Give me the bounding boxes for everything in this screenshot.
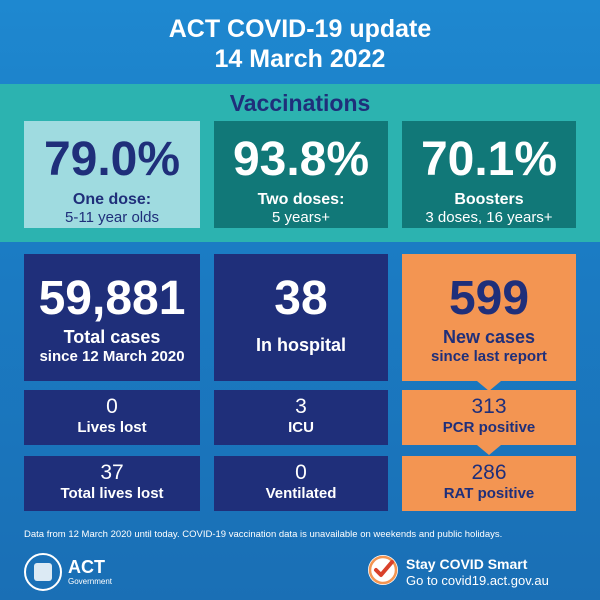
one-dose-label: One dose: [72, 191, 152, 208]
campaign-title: Stay COVID Smart [406, 556, 528, 572]
rat-positive-label: RAT positive [443, 485, 535, 502]
one-dose-sub: 5-11 year olds [65, 209, 159, 226]
rat-positive-card: 286 RAT positive [402, 456, 576, 511]
new-cases-value: 599 [448, 272, 530, 325]
logo-sub: Government [68, 577, 113, 586]
new-cases-label: New cases [442, 327, 536, 347]
act-crest-icon [24, 553, 62, 591]
total-lives-lost-card: 37 Total lives lost [24, 456, 200, 511]
page-title: ACT COVID-19 update 14 March 2022 [0, 14, 600, 74]
pcr-positive-card: 313 PCR positive [402, 390, 576, 445]
pcr-arrow-icon [477, 445, 501, 455]
one-dose-card: 79.0% One dose: 5-11 year olds [24, 121, 200, 228]
total-cases-value: 59,881 [38, 272, 186, 325]
lives-lost-label: Lives lost [77, 419, 147, 436]
boosters-value: 70.1% [420, 133, 558, 186]
in-hospital-label: In hospital [256, 335, 346, 355]
icu-value: 3 [295, 395, 307, 418]
icu-label: ICU [288, 419, 314, 436]
lives-lost-card: 0 Lives lost [24, 390, 200, 445]
act-government-logo: ACT Government [24, 553, 144, 593]
title-line-2: 14 March 2022 [214, 45, 386, 73]
two-doses-value: 93.8% [232, 133, 370, 186]
ventilated-card: 0 Ventilated [214, 456, 388, 511]
boosters-label: Boosters [454, 191, 524, 208]
stay-covid-smart: Stay COVID Smart Go to covid19.act.gov.a… [368, 553, 588, 593]
total-lives-lost-label: Total lives lost [60, 485, 164, 502]
pcr-positive-label: PCR positive [442, 419, 536, 436]
ventilated-value: 0 [295, 461, 307, 484]
one-dose-value: 79.0% [43, 133, 181, 186]
new-cases-arrow-icon [477, 381, 501, 391]
two-doses-label: Two doses: [257, 191, 345, 208]
pcr-positive-value: 313 [471, 395, 507, 418]
in-hospital-value: 38 [274, 272, 328, 325]
total-lives-lost-value: 37 [100, 461, 124, 484]
in-hospital-card: 38 In hospital [214, 254, 388, 381]
ventilated-label: Ventilated [265, 485, 337, 502]
new-cases-sub: since last report [431, 348, 547, 365]
footnote: Data from 12 March 2020 until today. COV… [24, 529, 503, 540]
boosters-card: 70.1% Boosters 3 doses, 16 years+ [402, 121, 576, 228]
total-cases-card: 59,881 Total cases since 12 March 2020 [24, 254, 200, 381]
title-line-1: ACT COVID-19 update [168, 15, 432, 43]
total-cases-label: Total cases [63, 327, 161, 347]
two-doses-card: 93.8% Two doses: 5 years+ [214, 121, 388, 228]
logo-name: ACT [68, 557, 105, 577]
lives-lost-value: 0 [106, 395, 118, 418]
vaccinations-title: Vaccinations [229, 90, 371, 116]
rat-positive-value: 286 [471, 461, 507, 484]
checkmark-icon [368, 555, 398, 585]
total-cases-sub: since 12 March 2020 [39, 348, 185, 365]
boosters-sub: 3 doses, 16 years+ [425, 209, 553, 226]
campaign-url[interactable]: Go to covid19.act.gov.au [406, 573, 549, 588]
two-doses-sub: 5 years+ [272, 209, 330, 226]
icu-card: 3 ICU [214, 390, 388, 445]
new-cases-card: 599 New cases since last report [402, 254, 576, 381]
